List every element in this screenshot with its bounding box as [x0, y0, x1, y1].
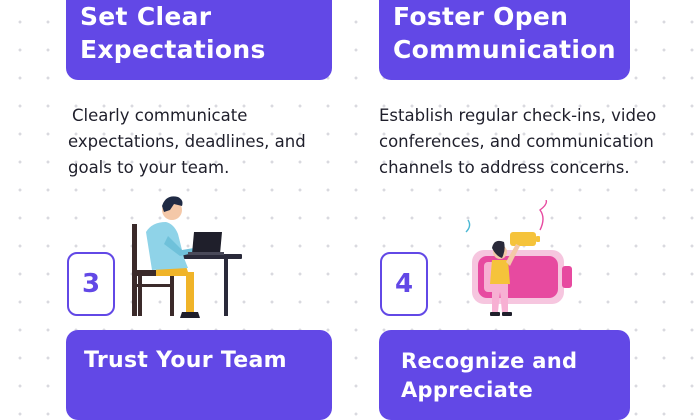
person-at-laptop-icon: [132, 196, 242, 318]
card-set-clear-expectations: Set Clear Expectations: [66, 0, 332, 80]
card-title-line-1: Foster Open: [393, 2, 569, 31]
woman-charging-battery-icon: [465, 200, 572, 316]
card-title-line-1: Trust Your Team: [84, 348, 287, 373]
card-title-line-1: Recognize and: [401, 349, 578, 373]
step-number-4: 4: [380, 252, 428, 316]
description-expectations: Clearly communicate expectations, deadli…: [68, 106, 306, 177]
card-title-line-2: Appreciate: [401, 378, 534, 402]
card-trust-your-team: Trust Your Team: [66, 330, 332, 420]
card-title-line-2: Communication: [393, 35, 616, 64]
description-communication: Establish regular check-ins, video confe…: [379, 106, 657, 177]
card-title-line-2: Expectations: [80, 35, 266, 64]
card-recognize-and-appreciate: Recognize and Appreciate: [379, 330, 630, 420]
card-foster-open-communication: Foster Open Communication: [379, 0, 630, 80]
card-title-line-1: Set Clear: [80, 2, 212, 31]
step-number-3: 3: [67, 252, 115, 316]
